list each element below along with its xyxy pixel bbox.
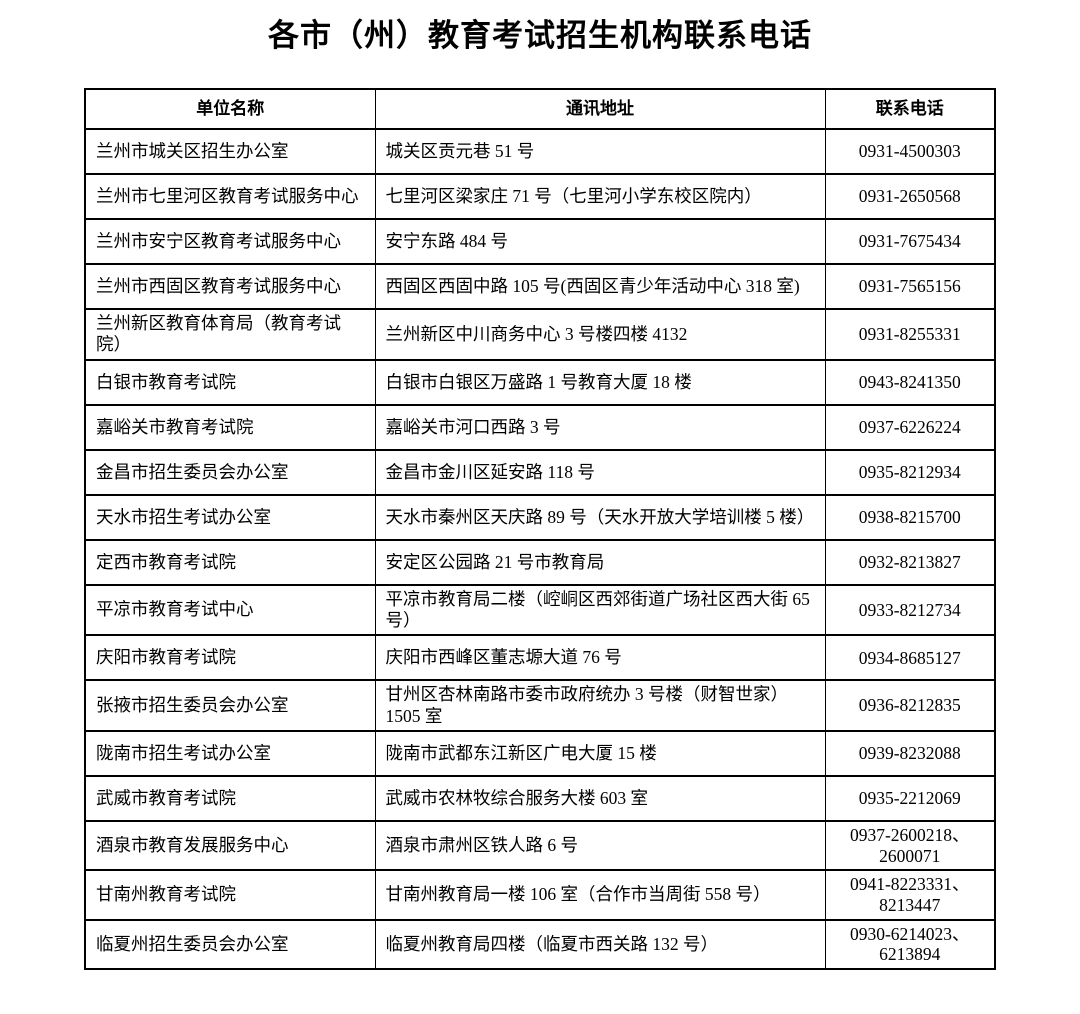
column-header-unit: 单位名称 bbox=[84, 88, 376, 130]
table-row: 张掖市招生委员会办公室 甘州区杏林南路市委市政府统办 3 号楼（财智世家）150… bbox=[84, 679, 996, 733]
table-row: 金昌市招生委员会办公室 金昌市金川区延安路 118 号 0935-8212934 bbox=[84, 448, 996, 496]
address-cell: 庆阳市西峰区董志塬大道 76 号 bbox=[374, 634, 826, 682]
phone-cell: 0939-8232088 bbox=[824, 730, 996, 778]
column-header-phone: 联系电话 bbox=[824, 88, 996, 130]
phone-cell: 0943-8241350 bbox=[824, 358, 996, 406]
phone-cell: 0935-8212934 bbox=[824, 448, 996, 496]
unit-cell: 兰州市西固区教育考试服务中心 bbox=[84, 263, 376, 310]
address-cell: 甘州区杏林南路市委市政府统办 3 号楼（财智世家）1505 室 bbox=[374, 679, 826, 733]
unit-cell: 兰州新区教育体育局（教育考试院） bbox=[84, 308, 376, 361]
address-cell: 兰州新区中川商务中心 3 号楼四楼 4132 bbox=[374, 308, 826, 361]
address-cell: 七里河区梁家庄 71 号（七里河小学东校区院内） bbox=[374, 173, 826, 220]
contact-table: 单位名称 通讯地址 联系电话 兰州市城关区招生办公室 城关区贡元巷 51 号 0… bbox=[84, 88, 996, 970]
column-header-address: 通讯地址 bbox=[374, 88, 826, 130]
table-row: 兰州市七里河区教育考试服务中心 七里河区梁家庄 71 号（七里河小学东校区院内）… bbox=[84, 173, 996, 220]
address-cell: 天水市秦州区天庆路 89 号（天水开放大学培训楼 5 楼） bbox=[374, 493, 826, 541]
table-row: 嘉峪关市教育考试院 嘉峪关市河口西路 3 号 0937-6226224 bbox=[84, 403, 996, 451]
address-cell: 陇南市武都东江新区广电大厦 15 楼 bbox=[374, 730, 826, 778]
header-row: 单位名称 通讯地址 联系电话 bbox=[84, 88, 996, 130]
phone-cell: 0941-8223331、 8213447 bbox=[824, 869, 996, 921]
unit-cell: 嘉峪关市教育考试院 bbox=[84, 403, 376, 451]
phone-cell: 0938-8215700 bbox=[824, 493, 996, 541]
table-row: 兰州市西固区教育考试服务中心 西固区西固中路 105 号(西固区青少年活动中心 … bbox=[84, 263, 996, 310]
phone-cell: 0932-8213827 bbox=[824, 538, 996, 586]
unit-cell: 张掖市招生委员会办公室 bbox=[84, 679, 376, 733]
table-header: 单位名称 通讯地址 联系电话 bbox=[84, 88, 996, 130]
table-row: 庆阳市教育考试院 庆阳市西峰区董志塬大道 76 号 0934-8685127 bbox=[84, 634, 996, 682]
table-row: 白银市教育考试院 白银市白银区万盛路 1 号教育大厦 18 楼 0943-824… bbox=[84, 358, 996, 406]
address-cell: 西固区西固中路 105 号(西固区青少年活动中心 318 室) bbox=[374, 263, 826, 310]
phone-cell: 0931-7675434 bbox=[824, 218, 996, 265]
unit-cell: 平凉市教育考试中心 bbox=[84, 583, 376, 637]
table-row: 临夏州招生委员会办公室 临夏州教育局四楼（临夏市西关路 132 号） 0930-… bbox=[84, 918, 996, 970]
unit-cell: 兰州市城关区招生办公室 bbox=[84, 128, 376, 175]
address-cell: 临夏州教育局四楼（临夏市西关路 132 号） bbox=[374, 918, 826, 970]
address-cell: 安宁东路 484 号 bbox=[374, 218, 826, 265]
unit-cell: 金昌市招生委员会办公室 bbox=[84, 448, 376, 496]
table-row: 酒泉市教育发展服务中心 酒泉市肃州区铁人路 6 号 0937-2600218、 … bbox=[84, 820, 996, 872]
phone-cell: 0930-6214023、 6213894 bbox=[824, 918, 996, 970]
address-cell: 安定区公园路 21 号市教育局 bbox=[374, 538, 826, 586]
phone-cell: 0931-4500303 bbox=[824, 128, 996, 175]
address-cell: 酒泉市肃州区铁人路 6 号 bbox=[374, 820, 826, 872]
table-row: 平凉市教育考试中心 平凉市教育局二楼（崆峒区西郊街道广场社区西大街 65 号） … bbox=[84, 583, 996, 637]
unit-cell: 定西市教育考试院 bbox=[84, 538, 376, 586]
address-cell: 甘南州教育局一楼 106 室（合作市当周街 558 号） bbox=[374, 869, 826, 921]
unit-cell: 甘南州教育考试院 bbox=[84, 869, 376, 921]
table-row: 兰州市安宁区教育考试服务中心 安宁东路 484 号 0931-7675434 bbox=[84, 218, 996, 265]
table-row: 天水市招生考试办公室 天水市秦州区天庆路 89 号（天水开放大学培训楼 5 楼）… bbox=[84, 493, 996, 541]
address-cell: 武威市农林牧综合服务大楼 603 室 bbox=[374, 775, 826, 823]
address-cell: 白银市白银区万盛路 1 号教育大厦 18 楼 bbox=[374, 358, 826, 406]
phone-cell: 0937-2600218、 2600071 bbox=[824, 820, 996, 872]
phone-cell: 0933-8212734 bbox=[824, 583, 996, 637]
address-cell: 平凉市教育局二楼（崆峒区西郊街道广场社区西大街 65 号） bbox=[374, 583, 826, 637]
unit-cell: 兰州市七里河区教育考试服务中心 bbox=[84, 173, 376, 220]
address-cell: 城关区贡元巷 51 号 bbox=[374, 128, 826, 175]
phone-cell: 0931-7565156 bbox=[824, 263, 996, 310]
page-title: 各市（州）教育考试招生机构联系电话 bbox=[268, 18, 812, 53]
table-row: 甘南州教育考试院 甘南州教育局一楼 106 室（合作市当周街 558 号） 09… bbox=[84, 869, 996, 921]
phone-cell: 0937-6226224 bbox=[824, 403, 996, 451]
unit-cell: 武威市教育考试院 bbox=[84, 775, 376, 823]
unit-cell: 临夏州招生委员会办公室 bbox=[84, 918, 376, 970]
unit-cell: 天水市招生考试办公室 bbox=[84, 493, 376, 541]
table-row: 陇南市招生考试办公室 陇南市武都东江新区广电大厦 15 楼 0939-82320… bbox=[84, 730, 996, 778]
phone-cell: 0931-2650568 bbox=[824, 173, 996, 220]
phone-cell: 0936-8212835 bbox=[824, 679, 996, 733]
table-row: 武威市教育考试院 武威市农林牧综合服务大楼 603 室 0935-2212069 bbox=[84, 775, 996, 823]
table-body: 兰州市城关区招生办公室 城关区贡元巷 51 号 0931-4500303 兰州市… bbox=[84, 128, 996, 970]
phone-cell: 0935-2212069 bbox=[824, 775, 996, 823]
phone-cell: 0931-8255331 bbox=[824, 308, 996, 361]
table-row: 兰州市城关区招生办公室 城关区贡元巷 51 号 0931-4500303 bbox=[84, 128, 996, 175]
address-cell: 嘉峪关市河口西路 3 号 bbox=[374, 403, 826, 451]
unit-cell: 白银市教育考试院 bbox=[84, 358, 376, 406]
unit-cell: 酒泉市教育发展服务中心 bbox=[84, 820, 376, 872]
phone-cell: 0934-8685127 bbox=[824, 634, 996, 682]
unit-cell: 兰州市安宁区教育考试服务中心 bbox=[84, 218, 376, 265]
address-cell: 金昌市金川区延安路 118 号 bbox=[374, 448, 826, 496]
unit-cell: 庆阳市教育考试院 bbox=[84, 634, 376, 682]
table-row: 定西市教育考试院 安定区公园路 21 号市教育局 0932-8213827 bbox=[84, 538, 996, 586]
table-row: 兰州新区教育体育局（教育考试院） 兰州新区中川商务中心 3 号楼四楼 4132 … bbox=[84, 308, 996, 361]
unit-cell: 陇南市招生考试办公室 bbox=[84, 730, 376, 778]
